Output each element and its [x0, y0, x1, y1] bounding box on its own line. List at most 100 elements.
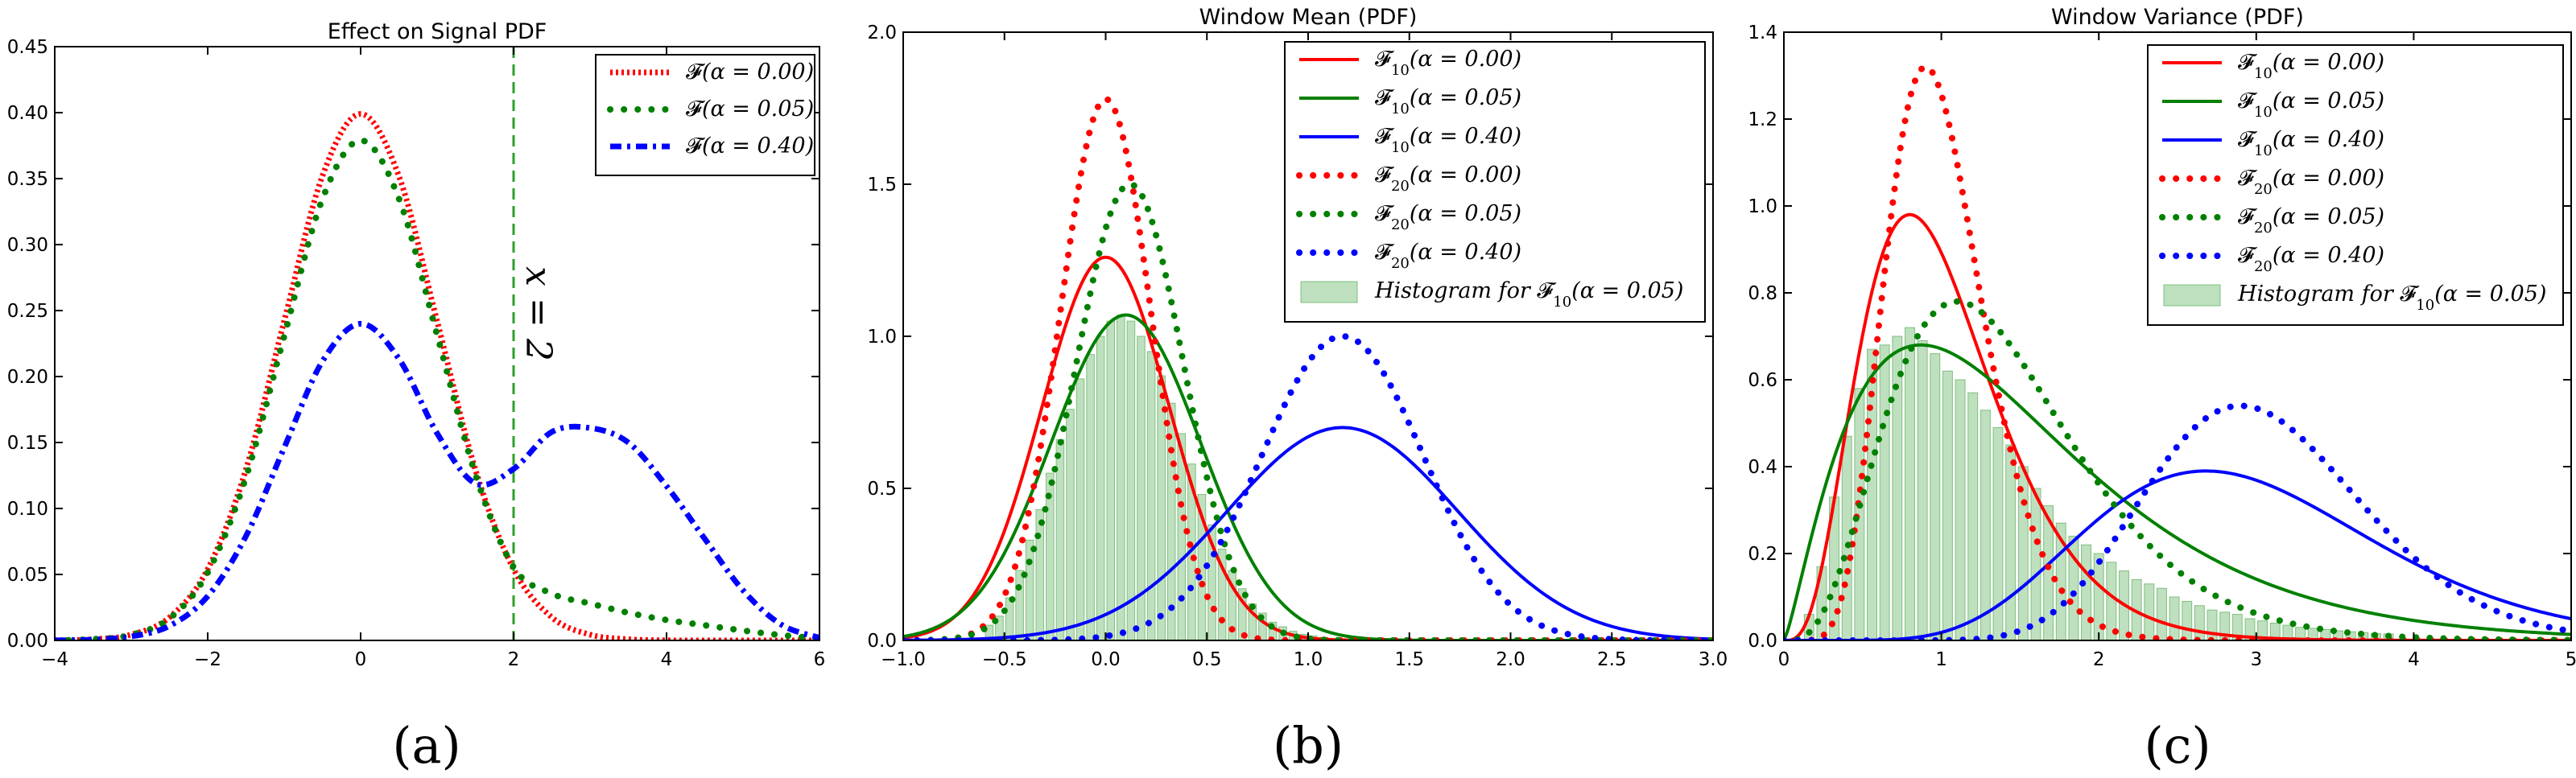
- histogram-bar: [2345, 631, 2356, 640]
- histogram-bar: [2219, 611, 2231, 640]
- y-tick-label: 0.0: [867, 631, 897, 652]
- histogram-bar: [2144, 583, 2155, 640]
- histogram-bar: [995, 615, 1004, 640]
- y-tick-label: 1.2: [1748, 109, 1777, 130]
- x-tick-label: 6: [814, 649, 826, 670]
- histogram-bar: [2017, 466, 2029, 640]
- x-tick-label: 2.5: [1597, 649, 1627, 670]
- histogram-bar: [1117, 315, 1125, 640]
- x-tick-label: −4: [41, 649, 68, 670]
- histogram-bar: [1930, 353, 1941, 640]
- y-tick-label: 0.4: [1748, 457, 1777, 478]
- x-tick-label: −0.5: [982, 649, 1027, 670]
- x-tick-label: 0: [355, 649, 367, 670]
- legend-swatch-histogram: [1300, 281, 1358, 303]
- legend-label: 𝓕10(α = 0.05): [2238, 89, 2384, 121]
- y-tick-label: 1.0: [1748, 196, 1777, 217]
- histogram-bar: [2093, 553, 2104, 640]
- series-line-6: [903, 333, 1713, 640]
- y-tick-label: 1.0: [867, 327, 897, 348]
- histogram-bar: [2307, 628, 2318, 640]
- legend-box: [595, 54, 815, 176]
- histogram-bar: [2156, 587, 2167, 640]
- x-tick-label: 4: [2408, 649, 2420, 670]
- histogram-bar: [2068, 535, 2079, 640]
- series-line-2: [1784, 343, 2571, 640]
- x-tick-label: 3.0: [1699, 649, 1728, 670]
- histogram-bar: [1096, 335, 1105, 640]
- plot-area: [55, 47, 819, 640]
- histogram-bar: [1892, 335, 1903, 640]
- x-tick-label: 2.0: [1496, 649, 1525, 670]
- x-tick-label: 1: [1935, 649, 1947, 670]
- x-tick-label: 1.5: [1394, 649, 1424, 670]
- histogram-bar: [1126, 320, 1136, 640]
- series-line-3: [903, 426, 1713, 640]
- histogram-bar: [2081, 544, 2091, 640]
- panel-label: (a): [392, 716, 460, 775]
- x-tick-label: 3: [2250, 649, 2262, 670]
- series-line-4: [903, 96, 1713, 640]
- x-tick-label: 0.5: [1192, 649, 1222, 670]
- y-tick-label: 0.2: [1748, 544, 1777, 565]
- x-tick-label: −1.0: [881, 649, 926, 670]
- histogram-bar: [1992, 426, 2004, 640]
- histogram-bar: [1955, 379, 1966, 640]
- y-tick-label: 0.40: [7, 103, 48, 124]
- histogram-bar: [1841, 435, 1852, 640]
- series-line-3: [55, 320, 819, 640]
- y-tick-label: 1.5: [867, 175, 897, 196]
- panel-c: 0 1 2 3 4 5 0.0 0.2 0.4 0.6 0.8 1.0 1.2 1.4 Window Var…: [1748, 5, 2576, 775]
- x-tick-label: 0.0: [1091, 649, 1121, 670]
- y-tick-label: 0.15: [7, 433, 48, 454]
- y-tick-label: 0.25: [7, 301, 48, 322]
- histogram-bar: [1867, 348, 1877, 640]
- histogram-bar: [2005, 444, 2017, 640]
- annotation-label: x = 2: [518, 266, 559, 361]
- y-tick-label: 0.35: [7, 169, 48, 190]
- legend-swatch-histogram: [2163, 284, 2221, 307]
- legend: 𝓕10(α = 0.00)𝓕10(α = 0.05)𝓕10(α = 0.40)𝓕…: [2147, 44, 2564, 326]
- y-tick-label: 0.30: [7, 235, 48, 256]
- histogram-bar: [1035, 508, 1045, 640]
- legend-box: [1284, 41, 1706, 323]
- panel-a: −4 −2 0 2 4 6 0.00 0.05 0.10 0.15 0.20 0.25 0.30 0.35…: [7, 19, 826, 775]
- histogram-bar: [2269, 622, 2281, 640]
- x-tick-label: 4: [661, 649, 673, 670]
- y-tick-label: 0.6: [1748, 370, 1777, 391]
- legend-label: 𝓕10(α = 0.00): [2238, 50, 2384, 82]
- x-tick-label: 2: [2093, 649, 2105, 670]
- series-line-1: [55, 111, 819, 640]
- series-line-2: [55, 137, 819, 640]
- histogram-bar: [2030, 488, 2041, 640]
- series-line-2: [903, 313, 1713, 640]
- histogram-bar: [1917, 340, 1928, 640]
- legend-label: 𝓕20(α = 0.00): [1375, 163, 1521, 195]
- histogram-bar: [1025, 539, 1034, 640]
- x-tick-label: 5: [2566, 649, 2576, 670]
- legend: 𝓕10(α = 0.00)𝓕10(α = 0.05)𝓕10(α = 0.40)𝓕…: [1284, 41, 1706, 323]
- axes-frame: [1783, 31, 2572, 641]
- histogram-bar: [1177, 433, 1187, 640]
- panel-label: (c): [2144, 716, 2211, 775]
- histogram-bar: [1106, 320, 1116, 640]
- y-tick-label: 0.05: [7, 565, 48, 586]
- y-tick-label: 0.5: [867, 479, 897, 500]
- histogram-bar: [1967, 392, 1979, 640]
- legend-label-histogram: Histogram for 𝓕10(α = 0.05): [1374, 278, 1683, 311]
- x-tick-label: 1.0: [1294, 649, 1323, 670]
- legend-label: 𝓕20(α = 0.05): [2238, 204, 2384, 237]
- x-tick-label: 2: [508, 649, 520, 670]
- histogram-bar: [2194, 605, 2205, 640]
- panel-label: (b): [1273, 716, 1344, 775]
- histogram-bar: [1905, 327, 1915, 640]
- legend-label: 𝓕20(α = 0.00): [2238, 166, 2384, 198]
- chart-title: Window Variance (PDF): [2051, 5, 2304, 30]
- histogram-bar: [2257, 620, 2268, 640]
- y-tick-label: 0.20: [7, 367, 48, 388]
- histogram-bar: [1879, 344, 1890, 640]
- histogram-bar: [1086, 354, 1095, 640]
- chart-title: Window Mean (PDF): [1199, 5, 1418, 30]
- legend-label: 𝓕(α = 0.40): [686, 134, 814, 158]
